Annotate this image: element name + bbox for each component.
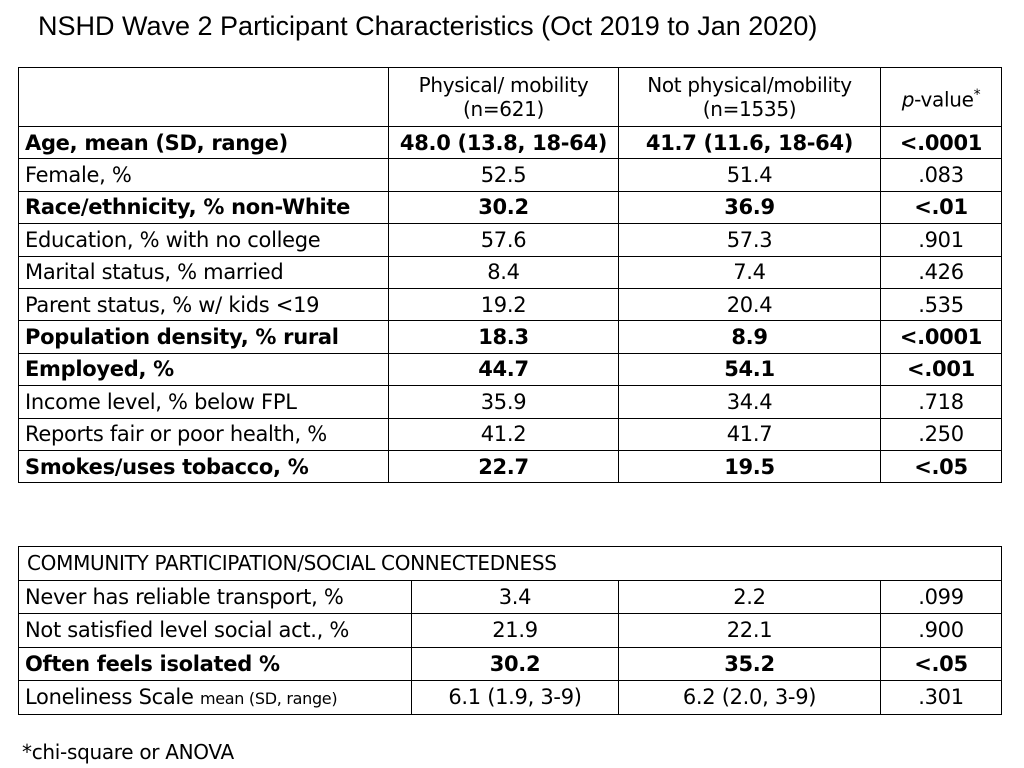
row-label-main: Loneliness Scale xyxy=(25,685,194,710)
header-empty-cell xyxy=(18,67,389,127)
cell-not-physical: 20.4 xyxy=(618,287,881,322)
cell-not-physical: 51.4 xyxy=(618,158,881,192)
cell-physical: 57.6 xyxy=(388,223,619,257)
cell-physical: 8.4 xyxy=(388,255,619,289)
footnote: *chi-square or ANOVA xyxy=(22,740,234,764)
cell-not-physical: 54.1 xyxy=(618,352,881,387)
header-physical-mobility: Physical/ mobility (n=621) xyxy=(388,67,619,127)
table-row: Population density, % rural 18.3 8.9 <.0… xyxy=(18,320,1002,354)
cell-not-physical: 22.1 xyxy=(618,613,881,648)
table-header-row: Physical/ mobility (n=621) Not physical/… xyxy=(18,67,1002,127)
table-row: Never has reliable transport, % 3.4 2.2 … xyxy=(18,579,1002,614)
header-p-italic: p xyxy=(901,87,915,112)
table-row: Income level, % below FPL 35.9 34.4 .718 xyxy=(18,385,1002,419)
cell-not-physical: 8.9 xyxy=(618,320,881,354)
table-row: Marital status, % married 8.4 7.4 .426 xyxy=(18,255,1002,289)
cell-p-value: .901 xyxy=(880,223,1002,257)
cell-not-physical: 2.2 xyxy=(618,579,881,614)
row-label: Employed, % xyxy=(18,352,389,387)
cell-p-value: <.05 xyxy=(880,449,1002,484)
cell-p-value: .900 xyxy=(880,613,1002,648)
row-label-sub: mean (SD, range) xyxy=(199,689,338,709)
header-physical-mobility-n: (n=621) xyxy=(462,97,545,121)
cell-physical: 22.7 xyxy=(388,449,619,484)
table-row: Female, % 52.5 51.4 .083 xyxy=(18,158,1002,192)
cell-p-value: .535 xyxy=(880,287,1002,322)
row-label: Loneliness Scale mean (SD, range) xyxy=(18,680,412,715)
row-label: Education, % with no college xyxy=(18,223,389,257)
section-header-row: COMMUNITY PARTICIPATION/SOCIAL CONNECTED… xyxy=(18,546,1002,581)
cell-not-physical: 19.5 xyxy=(618,449,881,484)
row-label: Often feels isolated % xyxy=(18,646,412,681)
cell-p-value: <.0001 xyxy=(880,125,1002,160)
row-label: Population density, % rural xyxy=(18,320,389,354)
cell-physical: 6.1 (1.9, 3-9) xyxy=(411,680,619,715)
cell-not-physical: 36.9 xyxy=(618,190,881,225)
cell-physical: 21.9 xyxy=(411,613,619,648)
cell-not-physical: 41.7 xyxy=(618,417,881,451)
row-label: Parent status, % w/ kids <19 xyxy=(18,287,389,322)
header-p-text: -value xyxy=(914,87,974,112)
table-row: Loneliness Scale mean (SD, range) 6.1 (1… xyxy=(18,680,1002,715)
cell-physical: 44.7 xyxy=(388,352,619,387)
cell-not-physical: 57.3 xyxy=(618,223,881,257)
cell-not-physical: 35.2 xyxy=(618,646,881,681)
cell-physical: 41.2 xyxy=(388,417,619,451)
row-label: Race/ethnicity, % non-White xyxy=(18,190,389,225)
cell-p-value: <.05 xyxy=(880,646,1002,681)
cell-physical: 30.2 xyxy=(388,190,619,225)
participant-characteristics-table: Physical/ mobility (n=621) Not physical/… xyxy=(18,67,1002,484)
header-not-physical-mobility-n: (n=1535) xyxy=(702,97,797,121)
cell-physical: 3.4 xyxy=(411,579,619,614)
cell-physical: 48.0 (13.8, 18-64) xyxy=(388,125,619,160)
cell-p-value: <.01 xyxy=(880,190,1002,225)
table-row: Often feels isolated % 30.2 35.2 <.05 xyxy=(18,646,1002,681)
cell-physical: 30.2 xyxy=(411,646,619,681)
cell-p-value: .250 xyxy=(880,417,1002,451)
row-label: Not satisfied level social act., % xyxy=(18,613,412,648)
table-row: Parent status, % w/ kids <19 19.2 20.4 .… xyxy=(18,287,1002,322)
header-physical-mobility-label: Physical/ mobility xyxy=(418,73,589,97)
row-label: Never has reliable transport, % xyxy=(18,579,412,614)
row-label: Age, mean (SD, range) xyxy=(18,125,389,160)
table-row: Education, % with no college 57.6 57.3 .… xyxy=(18,223,1002,257)
cell-not-physical: 34.4 xyxy=(618,385,881,419)
cell-p-value: .099 xyxy=(880,579,1002,614)
table-row: Reports fair or poor health, % 41.2 41.7… xyxy=(18,417,1002,451)
header-not-physical-mobility-label: Not physical/mobility xyxy=(647,73,852,97)
cell-p-value: <.0001 xyxy=(880,320,1002,354)
community-participation-table: COMMUNITY PARTICIPATION/SOCIAL CONNECTED… xyxy=(18,546,1002,715)
cell-p-value: .718 xyxy=(880,385,1002,419)
cell-physical: 52.5 xyxy=(388,158,619,192)
table-row: Race/ethnicity, % non-White 30.2 36.9 <.… xyxy=(18,190,1002,225)
cell-physical: 18.3 xyxy=(388,320,619,354)
cell-not-physical: 7.4 xyxy=(618,255,881,289)
cell-p-value: .301 xyxy=(880,680,1002,715)
table-row: Age, mean (SD, range) 48.0 (13.8, 18-64)… xyxy=(18,125,1002,160)
row-label: Marital status, % married xyxy=(18,255,389,289)
section-title: COMMUNITY PARTICIPATION/SOCIAL CONNECTED… xyxy=(18,546,1002,581)
row-label: Smokes/uses tobacco, % xyxy=(18,449,389,484)
cell-not-physical: 41.7 (11.6, 18-64) xyxy=(618,125,881,160)
cell-p-value: <.001 xyxy=(880,352,1002,387)
row-label: Income level, % below FPL xyxy=(18,385,389,419)
table-row: Not satisfied level social act., % 21.9 … xyxy=(18,613,1002,648)
row-label: Female, % xyxy=(18,158,389,192)
table-row: Smokes/uses tobacco, % 22.7 19.5 <.05 xyxy=(18,449,1002,484)
page-title: NSHD Wave 2 Participant Characteristics … xyxy=(38,11,818,41)
cell-p-value: .083 xyxy=(880,158,1002,192)
cell-not-physical: 6.2 (2.0, 3-9) xyxy=(618,680,881,715)
header-p-star: * xyxy=(973,86,981,103)
table-row: Employed, % 44.7 54.1 <.001 xyxy=(18,352,1002,387)
header-not-physical-mobility: Not physical/mobility (n=1535) xyxy=(618,67,881,127)
cell-physical: 19.2 xyxy=(388,287,619,322)
cell-p-value: .426 xyxy=(880,255,1002,289)
header-p-value: p-value* xyxy=(880,67,1002,127)
row-label: Reports fair or poor health, % xyxy=(18,417,389,451)
cell-physical: 35.9 xyxy=(388,385,619,419)
